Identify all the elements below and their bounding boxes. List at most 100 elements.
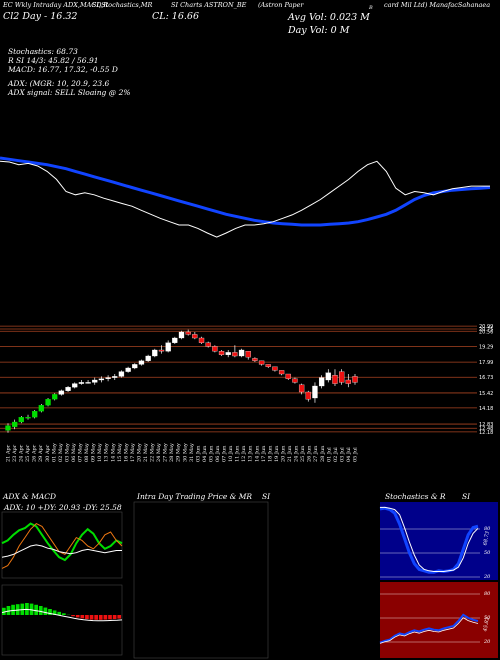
date-label: 14 Jun <box>254 445 260 462</box>
date-label: 01 Jul <box>326 447 332 462</box>
date-label: 22 May <box>150 443 156 462</box>
candle-body <box>272 366 278 371</box>
date-label: 03 Jul <box>339 447 345 462</box>
macd-histogram-bar <box>94 615 98 620</box>
stochastic-d-line <box>380 506 479 572</box>
candle-body <box>18 417 24 423</box>
candle-body <box>218 351 225 355</box>
macd-histogram-bar <box>29 603 34 615</box>
date-label: 26 Jun <box>307 445 313 462</box>
candle-body <box>78 382 85 384</box>
candle-body <box>345 379 351 384</box>
mrsi-panel-frame <box>133 501 269 659</box>
stochastic-k-line <box>379 506 479 574</box>
rsi-signal-line <box>379 617 479 644</box>
candle-body <box>138 360 145 365</box>
rsi-panel-bg <box>380 582 498 658</box>
date-label: 20 Jun <box>280 445 286 462</box>
rsi-scale-80: 80 <box>484 591 491 597</box>
candle-body <box>258 360 265 365</box>
close-label: CL: 16.66 <box>152 11 199 22</box>
candle-body <box>165 342 171 352</box>
candle-body <box>225 352 231 355</box>
header-title-mid3: (Astron Paper <box>258 1 304 9</box>
macd-histogram-bar <box>89 615 94 620</box>
date-label: 21 Apr <box>6 444 12 462</box>
macd-histogram-bar <box>71 615 75 617</box>
date-label: 25 Apr <box>25 444 31 462</box>
date-label: 21 May <box>143 443 149 462</box>
date-label: 19 Jun <box>274 445 280 462</box>
rsi-scale-20: 20 <box>484 639 491 645</box>
date-label: 29 Apr <box>38 444 44 462</box>
date-label: 04 Jul <box>346 447 352 462</box>
date-label: 06 Jun <box>215 445 221 462</box>
adx-value: ADX: (MGR: 10, 20.9, 23.6 <box>8 79 110 88</box>
candle-body <box>112 376 118 378</box>
date-label: 26 Apr <box>32 444 38 462</box>
rsi-scale-50: 50 <box>484 615 491 621</box>
date-label: 23 Apr <box>12 444 18 462</box>
candle-body <box>145 355 151 361</box>
macd-histogram-bar <box>117 615 122 619</box>
date-label: 03 Jun <box>195 445 201 462</box>
rsi-value: R SI 14/3: 45.82 / 56.91 <box>8 56 99 65</box>
candle-body <box>25 417 31 419</box>
candle-body <box>185 331 191 335</box>
date-label: 15 May <box>117 443 123 462</box>
candle-body <box>332 375 338 384</box>
date-label: 06 May <box>71 443 77 462</box>
mrsi-panel-title2: SI <box>262 492 271 501</box>
price-level-label: 12.83 <box>479 422 493 428</box>
macd-histogram-bar <box>6 606 11 615</box>
date-label: 02 May <box>58 443 64 462</box>
mrsi-panel-title: Intra Day Trading Price & MR <box>137 492 253 501</box>
date-label: 17 May <box>130 443 136 462</box>
macd-line <box>1 608 123 622</box>
macd-histogram-bar <box>75 615 80 618</box>
macd-histogram-bar <box>43 607 48 615</box>
candle-body <box>312 385 318 399</box>
header-title-right: card Mil Ltd) ManafacSahanaea <box>384 1 491 9</box>
candle-body <box>278 370 285 375</box>
date-label: 13 Jun <box>248 445 254 462</box>
candle-body <box>132 364 138 369</box>
date-label: 07 Jun <box>222 445 228 462</box>
adx-main-line <box>1 544 122 558</box>
candle-body <box>52 394 58 400</box>
day-label: Cl2 Day - 16.32 <box>3 11 78 22</box>
macd-panel-frame <box>1 584 123 656</box>
price-level-label: 20.75 <box>479 327 493 333</box>
candle-body <box>92 379 98 383</box>
date-label: 31 May <box>189 443 195 462</box>
macd-histogram-bar <box>85 615 89 620</box>
date-label: 30 Apr <box>45 444 51 462</box>
candle-body <box>105 377 111 379</box>
header-title-mid1: SI,Stochastics,MR <box>92 1 153 9</box>
date-label: 27 May <box>163 443 169 462</box>
stoch-scale-20: 20 <box>484 574 491 580</box>
ma-blue-line <box>0 156 491 227</box>
date-label: 21 Jun <box>287 445 293 462</box>
date-label: 28 Jun <box>320 445 326 462</box>
date-label: 27 Jun <box>313 445 319 462</box>
candle-body <box>72 383 78 388</box>
candle-body <box>205 342 211 347</box>
macd-histogram-bar <box>48 609 52 615</box>
candle-body <box>178 331 185 339</box>
date-label: 05 Jun <box>208 445 214 462</box>
date-label: 17 Jun <box>261 445 267 462</box>
date-label: 16 May <box>123 443 129 462</box>
candle-body <box>325 372 331 381</box>
macd-histogram-bar <box>103 615 108 620</box>
date-label: 07 May <box>78 443 84 462</box>
adx-plus-line <box>1 522 123 562</box>
date-label: 20 May <box>136 443 142 462</box>
price-level-label: 16.73 <box>479 375 493 381</box>
stoch-scale-80: 80 <box>484 526 491 532</box>
date-label: 11 Jun <box>235 445 241 462</box>
price-level-label: 17.99 <box>479 360 493 366</box>
candle-body <box>58 390 65 395</box>
price-level-label: 19.29 <box>479 345 493 351</box>
date-label: 10 May <box>97 443 103 462</box>
